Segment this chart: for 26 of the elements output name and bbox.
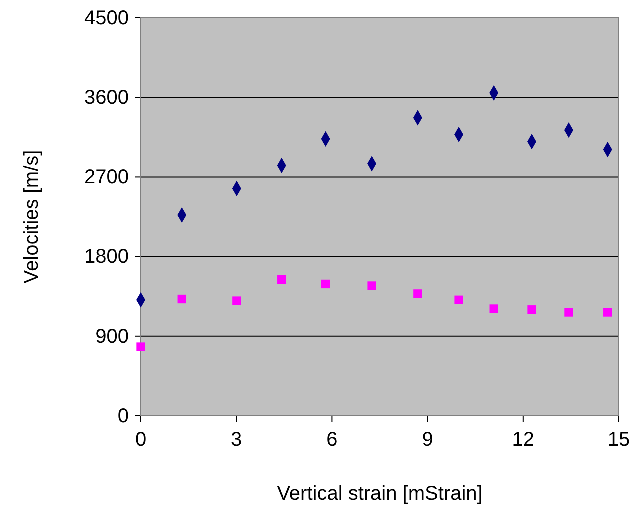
point (414, 290, 422, 298)
point (564, 308, 574, 317)
x-tick-label: 3 (231, 429, 242, 452)
x-tick-label: 12 (512, 429, 535, 452)
y-axis-title: Velocities [m/s] (21, 150, 43, 284)
x-tick-label: 6 (326, 429, 338, 452)
point (278, 275, 286, 284)
y-tick-label: 2700 (84, 166, 129, 189)
point (490, 304, 498, 314)
point (528, 306, 536, 314)
x-tick-label: 9 (422, 429, 434, 452)
y-tick-label: 0 (118, 405, 129, 428)
x-tick-label: 0 (135, 429, 147, 452)
point (136, 342, 146, 352)
point (232, 296, 242, 306)
point (604, 308, 612, 317)
x-axis-title: Vertical strain [mStrain] (277, 483, 483, 505)
point (321, 280, 330, 289)
y-tick-label: 3600 (84, 87, 129, 109)
x-tick-label: 15 (608, 429, 630, 452)
point (368, 282, 376, 290)
point (454, 296, 464, 304)
y-tick-label: 900 (96, 326, 129, 348)
y-tick-label: 1800 (84, 246, 129, 268)
y-tick-label: 4500 (84, 7, 129, 30)
point (178, 294, 186, 304)
